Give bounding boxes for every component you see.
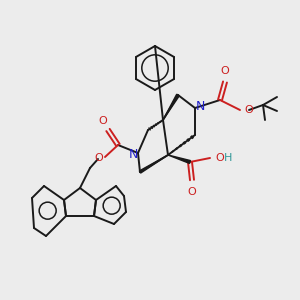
Text: O: O: [99, 116, 107, 126]
Text: O: O: [215, 153, 224, 163]
Text: H: H: [224, 153, 232, 163]
Text: N: N: [195, 100, 205, 113]
Text: O: O: [244, 105, 253, 115]
Polygon shape: [140, 155, 168, 173]
Text: O: O: [220, 66, 230, 76]
Polygon shape: [163, 94, 179, 120]
Text: O: O: [188, 187, 196, 197]
Text: O: O: [94, 153, 103, 163]
Text: N: N: [128, 148, 138, 160]
Polygon shape: [168, 155, 190, 164]
